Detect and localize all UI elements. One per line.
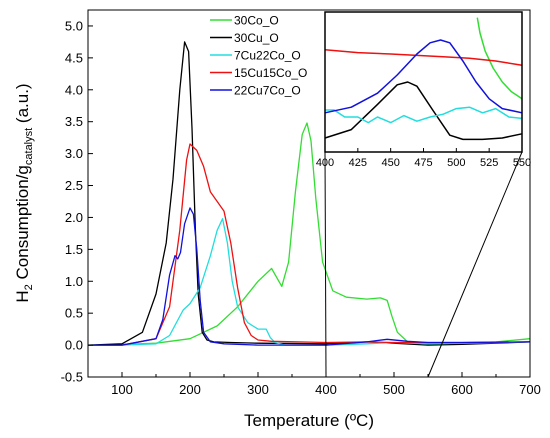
inset-x-tick-label: 525 — [480, 157, 498, 169]
y-tick-label: 1.5 — [65, 242, 83, 257]
zoom-line-right — [427, 151, 523, 378]
y-tick-label: 3.0 — [65, 146, 83, 161]
inset-series-line-0 — [476, 17, 523, 100]
x-tick-label: 700 — [519, 382, 541, 397]
x-tick-label: 500 — [383, 382, 405, 397]
plot-frame — [87, 9, 531, 378]
y-tick-label: 0.5 — [65, 306, 83, 321]
inset-x-tick-label: 450 — [381, 157, 399, 169]
y-tick-label: 1.0 — [65, 274, 83, 289]
legend-label-3: 15Cu15Co_O — [234, 66, 307, 80]
legend: 30Co_O 30Cu_O 7Cu22Co_O 15Cu15Co_O 22Cu7Co_O — [210, 14, 307, 98]
y-axis-label: H2 Consumption/gcatalyst (a.u.) — [13, 83, 35, 302]
y-tick-label: 5.0 — [65, 18, 83, 33]
axis-ticks: 100 200 300 400 500 600 700 -0.5 0.0 0.5 1.0 1.5 2.0… — [61, 18, 541, 397]
inset-x-tick-label: 550 — [513, 157, 531, 169]
inset-x-tick-label: 425 — [349, 157, 367, 169]
inset-background — [325, 12, 522, 152]
inset-plot: 400 425 450 475 500 525 550 — [316, 11, 531, 169]
x-tick-label: 600 — [451, 382, 473, 397]
x-tick-label: 100 — [111, 382, 133, 397]
x-tick-label: 200 — [179, 382, 201, 397]
zoom-connector-lines — [324, 151, 523, 378]
inset-series-line-3 — [324, 49, 523, 66]
y-tick-label: 4.5 — [65, 50, 83, 65]
inset-x-tick-label: 475 — [414, 157, 432, 169]
inset-series-line-4 — [324, 39, 523, 114]
inset-series-line-1 — [324, 81, 523, 141]
y-tick-label: 0.0 — [65, 338, 83, 353]
inset-series-line-2 — [325, 106, 523, 124]
main-plot-lines — [87, 41, 531, 346]
series-line-0 — [87, 122, 531, 346]
x-tick-label: 400 — [315, 382, 337, 397]
y-tick-label: 2.5 — [65, 178, 83, 193]
legend-label-4: 22Cu7Co_O — [234, 84, 301, 98]
inset-x-tick-label: 500 — [447, 157, 465, 169]
y-tick-label: 4.0 — [65, 82, 83, 97]
series-line-2 — [88, 218, 531, 346]
x-tick-label: 300 — [247, 382, 269, 397]
y-tick-label: 3.5 — [65, 114, 83, 129]
y-tick-label: -0.5 — [61, 370, 83, 385]
zoom-line-left — [324, 151, 327, 378]
series-line-4 — [88, 207, 531, 346]
x-axis-label: Temperature (ºC) — [244, 411, 374, 430]
legend-label-0: 30Co_O — [234, 14, 279, 28]
legend-label-2: 7Cu22Co_O — [234, 49, 301, 63]
y-tick-label: 2.0 — [65, 210, 83, 225]
legend-label-1: 30Cu_O — [234, 31, 279, 45]
inset-x-tick-label: 400 — [316, 157, 334, 169]
